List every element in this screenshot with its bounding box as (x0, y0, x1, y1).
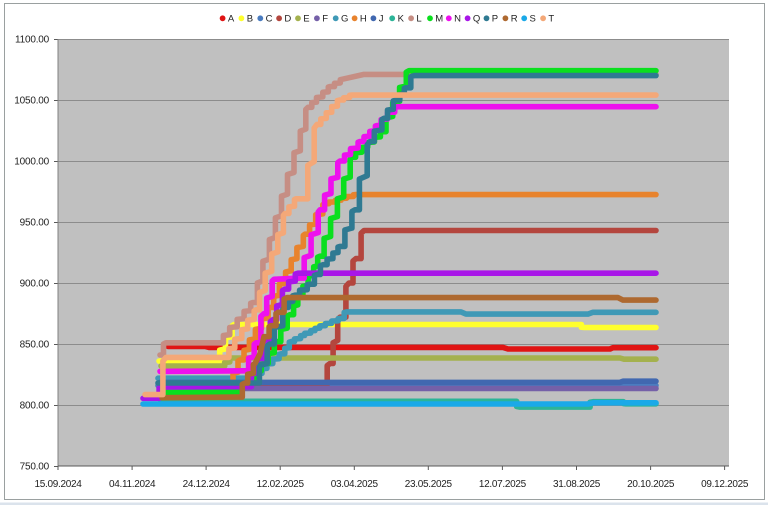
svg-text:E: E (303, 13, 309, 24)
svg-text:20.10.2025: 20.10.2025 (627, 479, 675, 490)
svg-text:S: S (530, 13, 536, 24)
svg-text:A: A (228, 13, 235, 24)
svg-text:950.00: 950.00 (20, 218, 50, 229)
svg-text:1050.00: 1050.00 (14, 96, 49, 107)
svg-text:D: D (284, 13, 291, 24)
svg-text:1000.00: 1000.00 (14, 157, 49, 168)
svg-text:15.09.2024: 15.09.2024 (34, 479, 82, 490)
svg-text:12.02.2025: 12.02.2025 (257, 479, 305, 490)
svg-text:31.08.2025: 31.08.2025 (553, 479, 601, 490)
svg-text:800.00: 800.00 (20, 401, 50, 412)
svg-text:K: K (398, 13, 405, 24)
svg-text:Q: Q (473, 13, 480, 24)
svg-text:N: N (454, 13, 461, 24)
svg-text:J: J (379, 13, 384, 24)
svg-text:F: F (322, 13, 328, 24)
svg-text:P: P (492, 13, 498, 24)
svg-text:M: M (435, 13, 443, 24)
svg-text:B: B (247, 13, 253, 24)
svg-text:23.05.2025: 23.05.2025 (405, 479, 453, 490)
svg-text:T: T (548, 13, 554, 24)
svg-text:24.12.2024: 24.12.2024 (183, 479, 231, 490)
svg-text:1100.00: 1100.00 (15, 35, 50, 46)
svg-text:750.00: 750.00 (20, 462, 50, 473)
svg-text:12.07.2025: 12.07.2025 (479, 479, 527, 490)
svg-text:R: R (511, 13, 518, 24)
svg-text:900.00: 900.00 (20, 279, 50, 290)
svg-text:03.04.2025: 03.04.2025 (331, 479, 379, 490)
svg-text:09.12.2025: 09.12.2025 (701, 479, 749, 490)
svg-text:C: C (266, 13, 273, 24)
svg-text:04.11.2024: 04.11.2024 (109, 479, 156, 490)
svg-text:G: G (341, 13, 348, 24)
svg-text:850.00: 850.00 (20, 340, 50, 351)
svg-text:H: H (360, 13, 367, 24)
svg-text:L: L (416, 13, 421, 24)
